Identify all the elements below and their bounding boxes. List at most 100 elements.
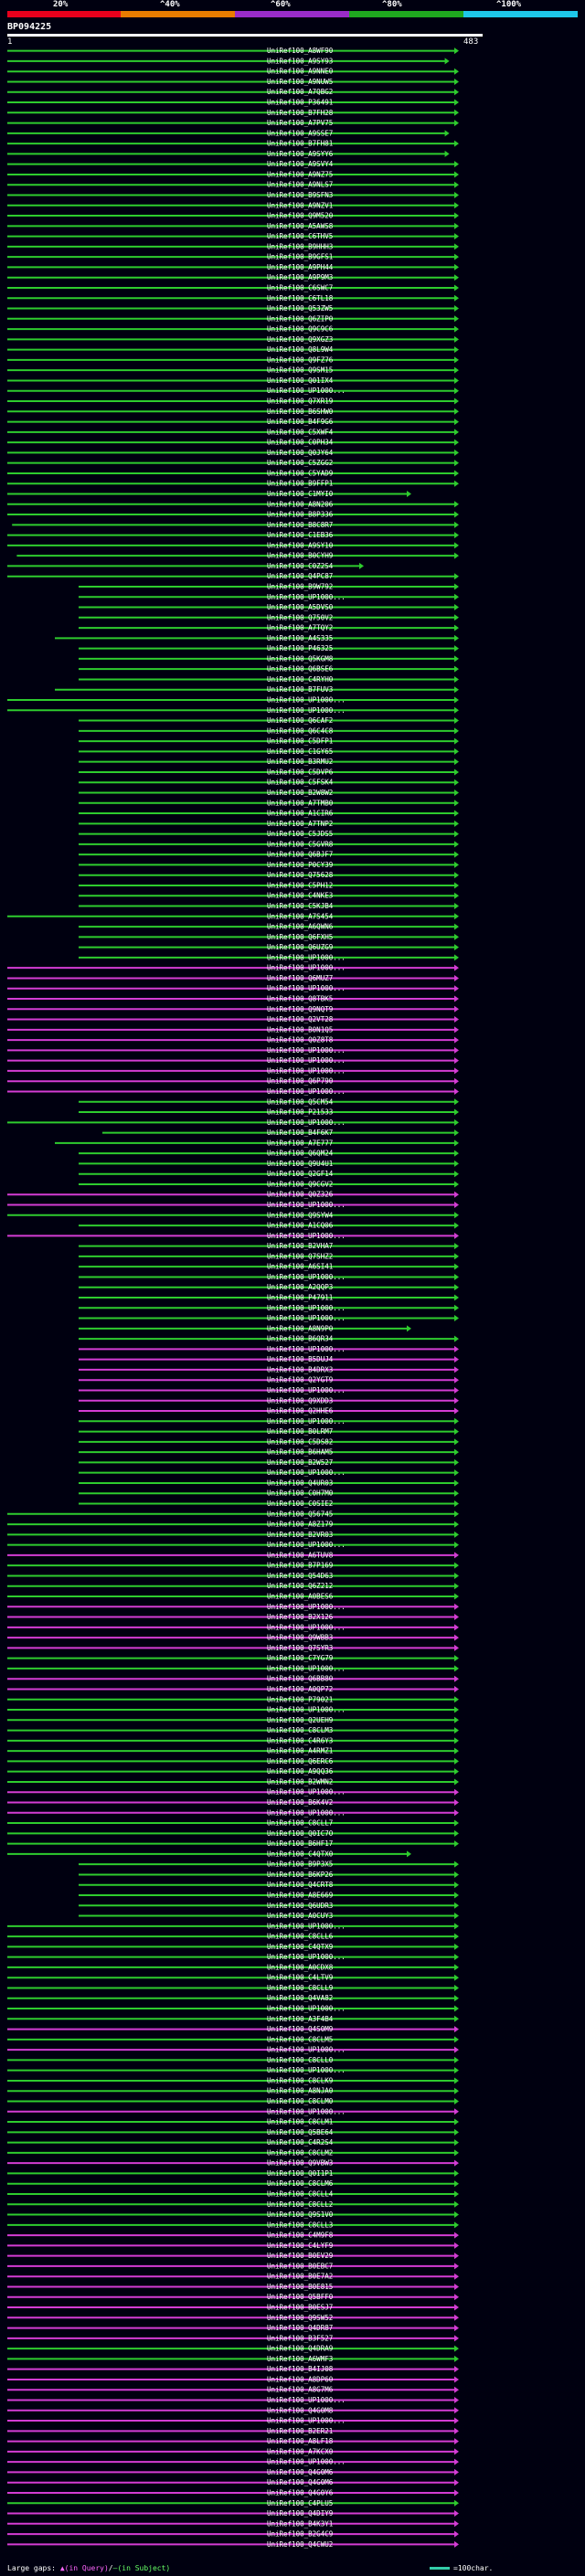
hit-label[interactable]: UniRef100_C8CLM5	[267, 2035, 333, 2043]
hit-label[interactable]: UniRef100_C5DVP6	[267, 768, 334, 776]
hit-label[interactable]: UniRef100_A6WMF3	[267, 2355, 333, 2363]
hit-row[interactable]: UniRef100_Q5CM54	[79, 1097, 459, 1106]
hit-row[interactable]: UniRef100_C1EB36	[7, 531, 459, 539]
hit-row[interactable]: UniRef100_A8WF90	[7, 47, 459, 55]
hit-row[interactable]: UniRef100_Q4PC87	[7, 572, 459, 580]
hit-row[interactable]: UniRef100_C8CLL6	[7, 1933, 459, 1941]
hit-row[interactable]: UniRef100_Q4CWU2	[7, 2540, 459, 2549]
hit-label[interactable]: UniRef100_Q4CRT8	[267, 1881, 334, 1889]
hit-row[interactable]: UniRef100_Q6C4C8	[79, 726, 459, 735]
hit-label[interactable]: UniRef100_B6SHW0	[267, 408, 334, 416]
hit-row[interactable]: UniRef100_UP1000...	[7, 1664, 459, 1672]
hit-label[interactable]: UniRef100_C8CLL3	[267, 2221, 333, 2229]
hit-label[interactable]: UniRef100_Q4G0M8	[267, 2406, 334, 2414]
hit-label[interactable]: UniRef100_C4LYF9	[267, 2242, 333, 2250]
hit-label[interactable]: UniRef100_Q75628	[267, 871, 334, 879]
hit-label[interactable]: UniRef100_C0SIE2	[267, 1500, 333, 1508]
hit-label[interactable]: UniRef100_Q0I1P1	[267, 2169, 333, 2178]
hit-row[interactable]: UniRef100_B3RMU2	[79, 758, 459, 766]
hit-row[interactable]: UniRef100_B0E815	[7, 2283, 459, 2291]
hit-row[interactable]: UniRef100_UP1000...	[7, 984, 459, 992]
hit-row[interactable]: UniRef100_Q4G0M8	[7, 2406, 459, 2414]
hit-label[interactable]: UniRef100_A3F4B4	[267, 2015, 334, 2023]
hit-label[interactable]: UniRef100_UP1000...	[267, 1046, 346, 1055]
hit-row[interactable]: UniRef100_UP1000...	[7, 1232, 459, 1240]
hit-label[interactable]: UniRef100_B9W792	[267, 582, 333, 590]
hit-row[interactable]: UniRef100_Q01IX4	[7, 376, 459, 385]
hit-label[interactable]: UniRef100_C8CLM2	[267, 2148, 333, 2157]
hit-label[interactable]: UniRef100_Q6Z212	[267, 1582, 333, 1590]
hit-label[interactable]: UniRef100_Q5KGM8	[267, 654, 334, 663]
hit-label[interactable]: UniRef100_B0LRM7	[267, 1427, 333, 1436]
hit-label[interactable]: UniRef100_Q2HHE6	[267, 1407, 334, 1415]
hit-row[interactable]: UniRef100_A8E669	[79, 1891, 459, 1899]
hit-row[interactable]: UniRef100_A8NJA0	[7, 2087, 459, 2095]
hit-label[interactable]: UniRef100_Q0Z8T8	[267, 1036, 334, 1044]
hit-label[interactable]: UniRef100_UP1000...	[267, 964, 346, 972]
hit-label[interactable]: UniRef100_Q9M520	[267, 212, 334, 220]
hit-label[interactable]: UniRef100_B6K4V2	[267, 1798, 333, 1807]
hit-row[interactable]: UniRef100_Q4CRT8	[79, 1881, 459, 1889]
hit-row[interactable]: UniRef100_B0N1Q5	[7, 1025, 459, 1034]
hit-row[interactable]: UniRef100_UP1000...	[7, 1808, 459, 1817]
hit-label[interactable]: UniRef100_C8CLL0	[267, 2056, 334, 2064]
hit-label[interactable]: UniRef100_B7FH28	[267, 109, 334, 117]
hit-label[interactable]: UniRef100_UP1000...	[267, 387, 346, 395]
hit-label[interactable]: UniRef100_Q9XGZ3	[267, 335, 333, 344]
hit-label[interactable]: UniRef100_A8DP60	[267, 2375, 334, 2383]
hit-row[interactable]: UniRef100_Q4G0Y6	[7, 2488, 459, 2496]
hit-label[interactable]: UniRef100_Q7SHZ2	[267, 1252, 333, 1260]
hit-label[interactable]: UniRef100_A1CIR6	[267, 810, 334, 818]
hit-row[interactable]: UniRef100_A8G7M6	[7, 2386, 459, 2394]
hit-row[interactable]: UniRef100_Q6QM24	[79, 1150, 459, 1158]
hit-label[interactable]: UniRef100_A0CUY3	[267, 1912, 333, 1920]
hit-row[interactable]: UniRef100_C0SIE2	[79, 1500, 459, 1508]
hit-row[interactable]: UniRef100_B6K4V2	[7, 1798, 459, 1807]
hit-row[interactable]: UniRef100_B6KP26	[79, 1871, 459, 1879]
hit-row[interactable]: UniRef100_A0CUY3	[79, 1912, 459, 1920]
hit-row[interactable]: UniRef100_Q0Z326	[7, 1191, 459, 1199]
hit-label[interactable]: UniRef100_C8CLM6	[267, 2179, 334, 2188]
hit-label[interactable]: UniRef100_B2X126	[267, 1613, 334, 1621]
hit-label[interactable]: UniRef100_B2G4C9	[267, 2530, 333, 2539]
hit-row[interactable]: UniRef100_Q8TBK5	[7, 995, 459, 1003]
hit-row[interactable]: UniRef100_C8CLL9	[7, 1984, 459, 1992]
hit-row[interactable]: UniRef100_B0LRM7	[79, 1427, 459, 1436]
hit-label[interactable]: UniRef100_A9NZV1	[267, 201, 333, 209]
hit-row[interactable]: UniRef100_UP1000...	[7, 1706, 459, 1714]
hit-row[interactable]: UniRef100_UP1000...	[7, 387, 459, 395]
hit-label[interactable]: UniRef100_A1CQ06	[267, 1222, 334, 1230]
hit-label[interactable]: UniRef100_A8E669	[267, 1891, 333, 1899]
hit-row[interactable]: UniRef100_Q6BB80	[7, 1675, 459, 1683]
hit-label[interactable]: UniRef100_C8CLL6	[267, 1933, 334, 1941]
hit-label[interactable]: UniRef100_Q9SYW4	[267, 1211, 334, 1219]
hit-row[interactable]: UniRef100_Q6UZG9	[79, 943, 459, 951]
hit-row[interactable]: UniRef100_B5DUJ4	[79, 1355, 459, 1363]
hit-label[interactable]: UniRef100_C4M9F8	[267, 2231, 334, 2240]
hit-row[interactable]: UniRef100_A7S454	[7, 912, 459, 920]
hit-row[interactable]: UniRef100_A9QQ36	[7, 1767, 459, 1776]
hit-row[interactable]: UniRef100_A9SY10	[7, 541, 459, 549]
hit-row[interactable]: UniRef100_B0EBC7	[7, 2262, 459, 2270]
hit-label[interactable]: UniRef100_C1EB36	[267, 531, 334, 539]
hit-row[interactable]: UniRef100_Q9XDD3	[79, 1396, 459, 1405]
hit-label[interactable]: UniRef100_Q9SM15	[267, 366, 333, 375]
hit-label[interactable]: UniRef100_Q750V2	[267, 613, 333, 621]
hit-label[interactable]: UniRef100_UP1000...	[267, 706, 346, 715]
hit-label[interactable]: UniRef100_Q4DRA9	[267, 2345, 333, 2353]
hit-label[interactable]: UniRef100_B4IJ08	[267, 2365, 334, 2373]
hit-label[interactable]: UniRef100_UP1000...	[267, 1087, 346, 1096]
hit-label[interactable]: UniRef100_A9SSE7	[267, 129, 333, 137]
hit-label[interactable]: UniRef100_Q9C9C6	[267, 325, 334, 334]
hit-row[interactable]: UniRef100_C4LTV9	[7, 1974, 459, 1982]
hit-label[interactable]: UniRef100_Q9U4U1	[267, 1160, 333, 1168]
hit-row[interactable]: UniRef100_C6TL18	[7, 294, 459, 302]
hit-row[interactable]: UniRef100_C4R2S4	[7, 2138, 459, 2147]
hit-label[interactable]: UniRef100_UP1000...	[267, 1273, 346, 1281]
hit-label[interactable]: UniRef100_C8CLM0	[267, 2097, 334, 2105]
hit-label[interactable]: UniRef100_Q4PC87	[267, 572, 333, 580]
hit-label[interactable]: UniRef100_Q2YGT9	[267, 1376, 333, 1384]
hit-row[interactable]: UniRef100_A8N9P0	[79, 1324, 411, 1332]
hit-label[interactable]: UniRef100_A9P9M3	[267, 273, 333, 281]
hit-label[interactable]: UniRef100_Q9VBW3	[267, 2159, 333, 2168]
